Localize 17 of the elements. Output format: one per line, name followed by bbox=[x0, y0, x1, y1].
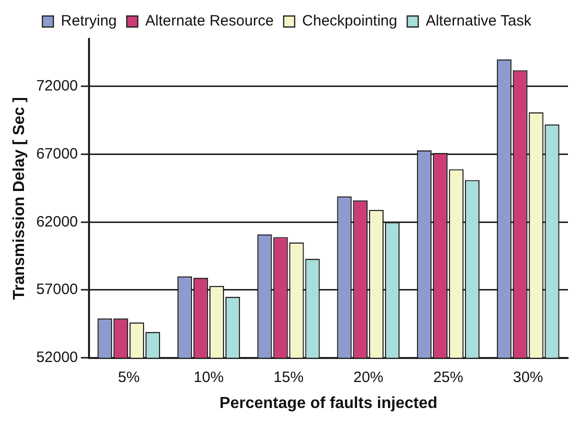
y-tick-label: 62000 bbox=[36, 213, 78, 230]
legend-label: Retrying bbox=[60, 12, 117, 30]
x-tick-label: 30% bbox=[513, 368, 544, 386]
y-tick-label: 57000 bbox=[36, 281, 78, 298]
x-tick-label: 25% bbox=[433, 368, 464, 386]
x-tick-label: 15% bbox=[274, 368, 304, 386]
x-axis-title: Percentage of faults injected bbox=[220, 394, 438, 412]
legend-label: Checkpointing bbox=[302, 12, 398, 30]
x-tick-label: 5% bbox=[118, 368, 140, 386]
y-tick-label: 72000 bbox=[36, 78, 78, 95]
y-tick-label: 52000 bbox=[36, 348, 78, 366]
legend-label: Alternate Resource bbox=[145, 12, 274, 30]
legend-label: Alternative Task bbox=[426, 12, 532, 30]
x-tick-label: 20% bbox=[353, 368, 384, 386]
y-axis-title: Transmission Delay [ Sec ] bbox=[11, 97, 28, 300]
x-tick-label: 10% bbox=[194, 368, 224, 386]
y-tick-label: 67000 bbox=[36, 145, 78, 162]
